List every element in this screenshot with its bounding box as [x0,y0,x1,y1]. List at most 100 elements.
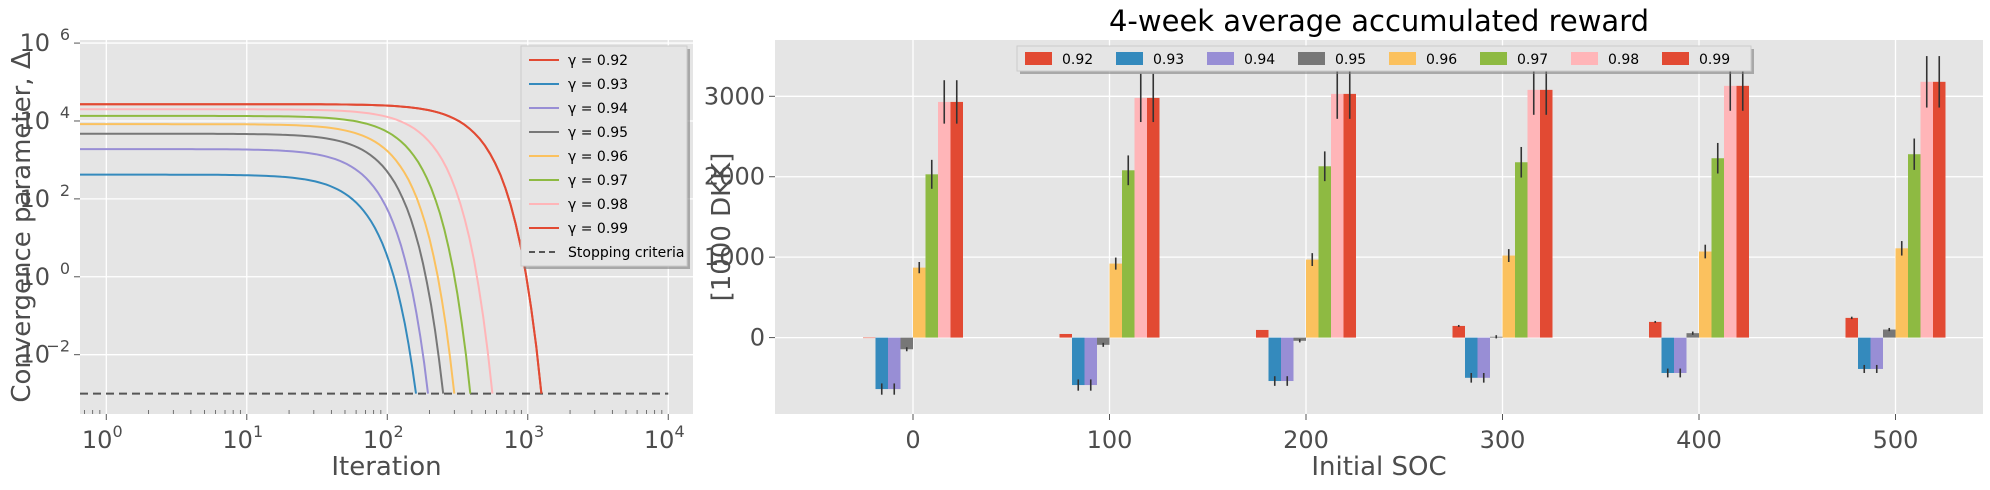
y-tick-label: 10 6 [19,25,70,57]
x-tick-exponent: 2 [393,422,403,441]
y-tick-exponent: 0 [60,259,70,278]
legend-label: γ = 0.99 [568,221,628,237]
bar [1256,329,1269,338]
legend-label: γ = 0.97 [568,173,628,189]
x-axis-label: Initial SOC [1311,452,1446,482]
x-tick-exponent: 3 [534,422,544,441]
y-tick-label: 1000 [704,243,765,271]
bar [1870,337,1883,369]
bar [1331,93,1344,338]
x-axis-label: Iteration [331,452,441,482]
x-tick-label: 103 [503,422,544,454]
series-line [80,103,543,394]
bar [950,101,963,338]
bar [888,337,901,390]
bar [1540,89,1553,338]
legend-label: 0.94 [1244,52,1275,68]
x-tick-label: 100 [82,422,123,454]
legend-swatch [1116,52,1143,65]
bar [863,337,876,339]
legend-label: Stopping criteria [568,245,684,261]
x-tick-base: 10 [644,426,675,454]
series-line [80,114,472,394]
series-line [80,132,445,394]
bar [938,101,951,338]
bar [1059,333,1072,338]
y-tick-label: 10 4 [19,103,70,135]
y-tick-base: 10 [19,341,50,369]
bar [1318,166,1331,338]
x-tick-exponent: 0 [112,422,122,441]
y-tick-label: 0 [750,324,765,352]
y-tick-base: 10 [19,107,50,135]
legend-label: γ = 0.94 [568,101,628,117]
bar [1858,337,1871,369]
legend-label: γ = 0.93 [568,77,628,93]
y-axis-label: Convergence parameter, Δ [7,51,37,402]
bar [900,337,913,350]
bar [1465,337,1478,378]
plot-background [775,40,1983,414]
bar [1343,93,1356,338]
reward-bar-chart: 0 1000 2000 3000 0 100 200 300 400 500 4-week aver… [704,4,1983,482]
legend-label: 0.97 [1517,52,1548,68]
y-tick-label: 10−2 [19,337,70,369]
legend-swatch [1207,52,1234,65]
bar [1933,81,1946,338]
bar [1674,337,1687,373]
x-tick-label: 102 [363,422,404,454]
x-tick-label: 100 [1087,426,1133,454]
bar [1908,154,1921,338]
legend-swatch [1025,52,1052,65]
bar [1452,325,1465,338]
y-tick-base: 10 [19,263,50,291]
legend-swatch [1662,52,1689,65]
series-line [80,123,456,394]
x-tick-label: 300 [1480,426,1526,454]
chart-title: 4-week average accumulated reward [1109,4,1649,38]
bar [1699,251,1712,338]
bar [1845,317,1858,338]
bar [1122,170,1135,338]
x-tick-exponent: 4 [674,422,684,441]
x-tick-label: 500 [1873,426,1919,454]
bar [1883,329,1896,338]
x-tick-base: 10 [82,426,113,454]
y-tick-base: 10 [19,185,50,213]
bar [913,267,926,338]
x-tick-base: 10 [222,426,253,454]
bar [1515,162,1528,338]
bar [1097,337,1110,345]
bar [1109,263,1122,338]
y-axis-label: [1000 DKK] [707,153,737,302]
bar [875,337,888,390]
y-tick-exponent: 4 [60,103,70,122]
bar [1661,337,1674,373]
x-tick-label: 104 [644,422,685,454]
bar [1920,81,1933,338]
y-tick-base: 10 [19,29,50,57]
y-tick-exponent: 6 [60,25,70,44]
x-tick-base: 10 [363,426,394,454]
bar [1084,337,1097,386]
legend-label: 0.93 [1153,52,1184,68]
legend-swatch [1480,52,1507,65]
bar [1281,337,1294,382]
y-tick-label: 10 0 [19,259,70,291]
y-tick-label: 3000 [704,82,765,110]
legend-label: 0.92 [1062,52,1093,68]
legend-label: γ = 0.95 [568,125,628,141]
legend-label: γ = 0.92 [568,53,628,69]
legend-swatch [1571,52,1598,65]
bar [1502,255,1515,338]
bar [1649,321,1662,338]
bar [1134,97,1147,338]
legend-label: 0.99 [1699,52,1730,68]
x-tick-label: 400 [1676,426,1722,454]
series-line [80,173,417,394]
legend-label: 0.96 [1426,52,1457,68]
y-tick-label: 10 2 [19,181,70,213]
legend-label: 0.98 [1608,52,1639,68]
bar [1724,85,1737,338]
bar [925,174,938,338]
